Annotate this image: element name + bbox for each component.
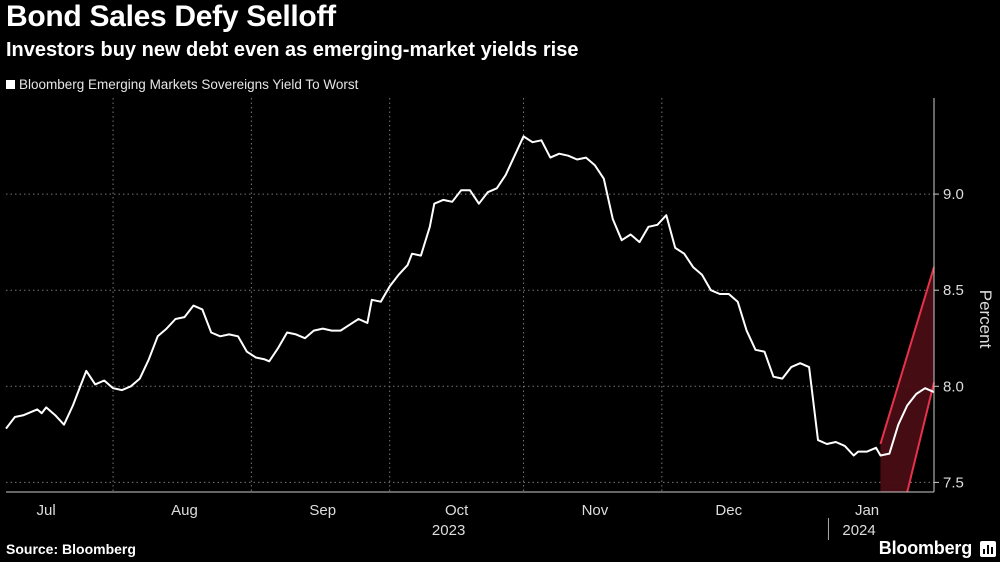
x-tick-label: Jul bbox=[37, 502, 56, 519]
legend-label: Bloomberg Emerging Markets Sovereigns Yi… bbox=[19, 77, 359, 92]
trend-channel-fill bbox=[880, 267, 934, 492]
brand-icon bbox=[980, 541, 996, 557]
y-tick-label: 7.5 bbox=[943, 474, 964, 491]
legend: Bloomberg Emerging Markets Sovereigns Yi… bbox=[6, 77, 358, 92]
series-layer bbox=[5, 135, 935, 457]
trend-channel-lower bbox=[906, 382, 935, 493]
series-line bbox=[5, 135, 935, 457]
x-tick-label: Jan bbox=[855, 502, 879, 519]
x-tick-label: Nov bbox=[582, 502, 609, 519]
grid-layer bbox=[6, 98, 934, 492]
trend-channel bbox=[879, 266, 935, 493]
x-year-label: 2024 bbox=[842, 522, 875, 539]
y-tick-label: 8.5 bbox=[943, 282, 964, 299]
x-tick-label: Dec bbox=[715, 502, 742, 519]
x-tick-label: Sep bbox=[309, 502, 336, 519]
y-tick-label: 8.0 bbox=[943, 378, 964, 395]
y-axis-label: Percent bbox=[976, 290, 995, 349]
brand-logo: Bloomberg bbox=[878, 538, 972, 558]
trend-channel-upper bbox=[879, 266, 935, 445]
x-tick-label: Oct bbox=[445, 502, 469, 519]
x-tick-label: Aug bbox=[171, 502, 198, 519]
axis-layer: 7.5 8.0 8.5 9.0 Percent Jul Aug Sep Oct Nov Dec Jan… bbox=[6, 98, 995, 540]
chart-title: Bond Sales Defy Selloff bbox=[6, 0, 336, 33]
y-tick-label: 9.0 bbox=[943, 186, 964, 203]
x-year-label: 2023 bbox=[432, 522, 465, 539]
source-note: Source: Bloomberg bbox=[6, 541, 136, 557]
chart-subtitle: Investors buy new debt even as emerging-… bbox=[6, 39, 579, 61]
legend-swatch bbox=[6, 80, 15, 89]
